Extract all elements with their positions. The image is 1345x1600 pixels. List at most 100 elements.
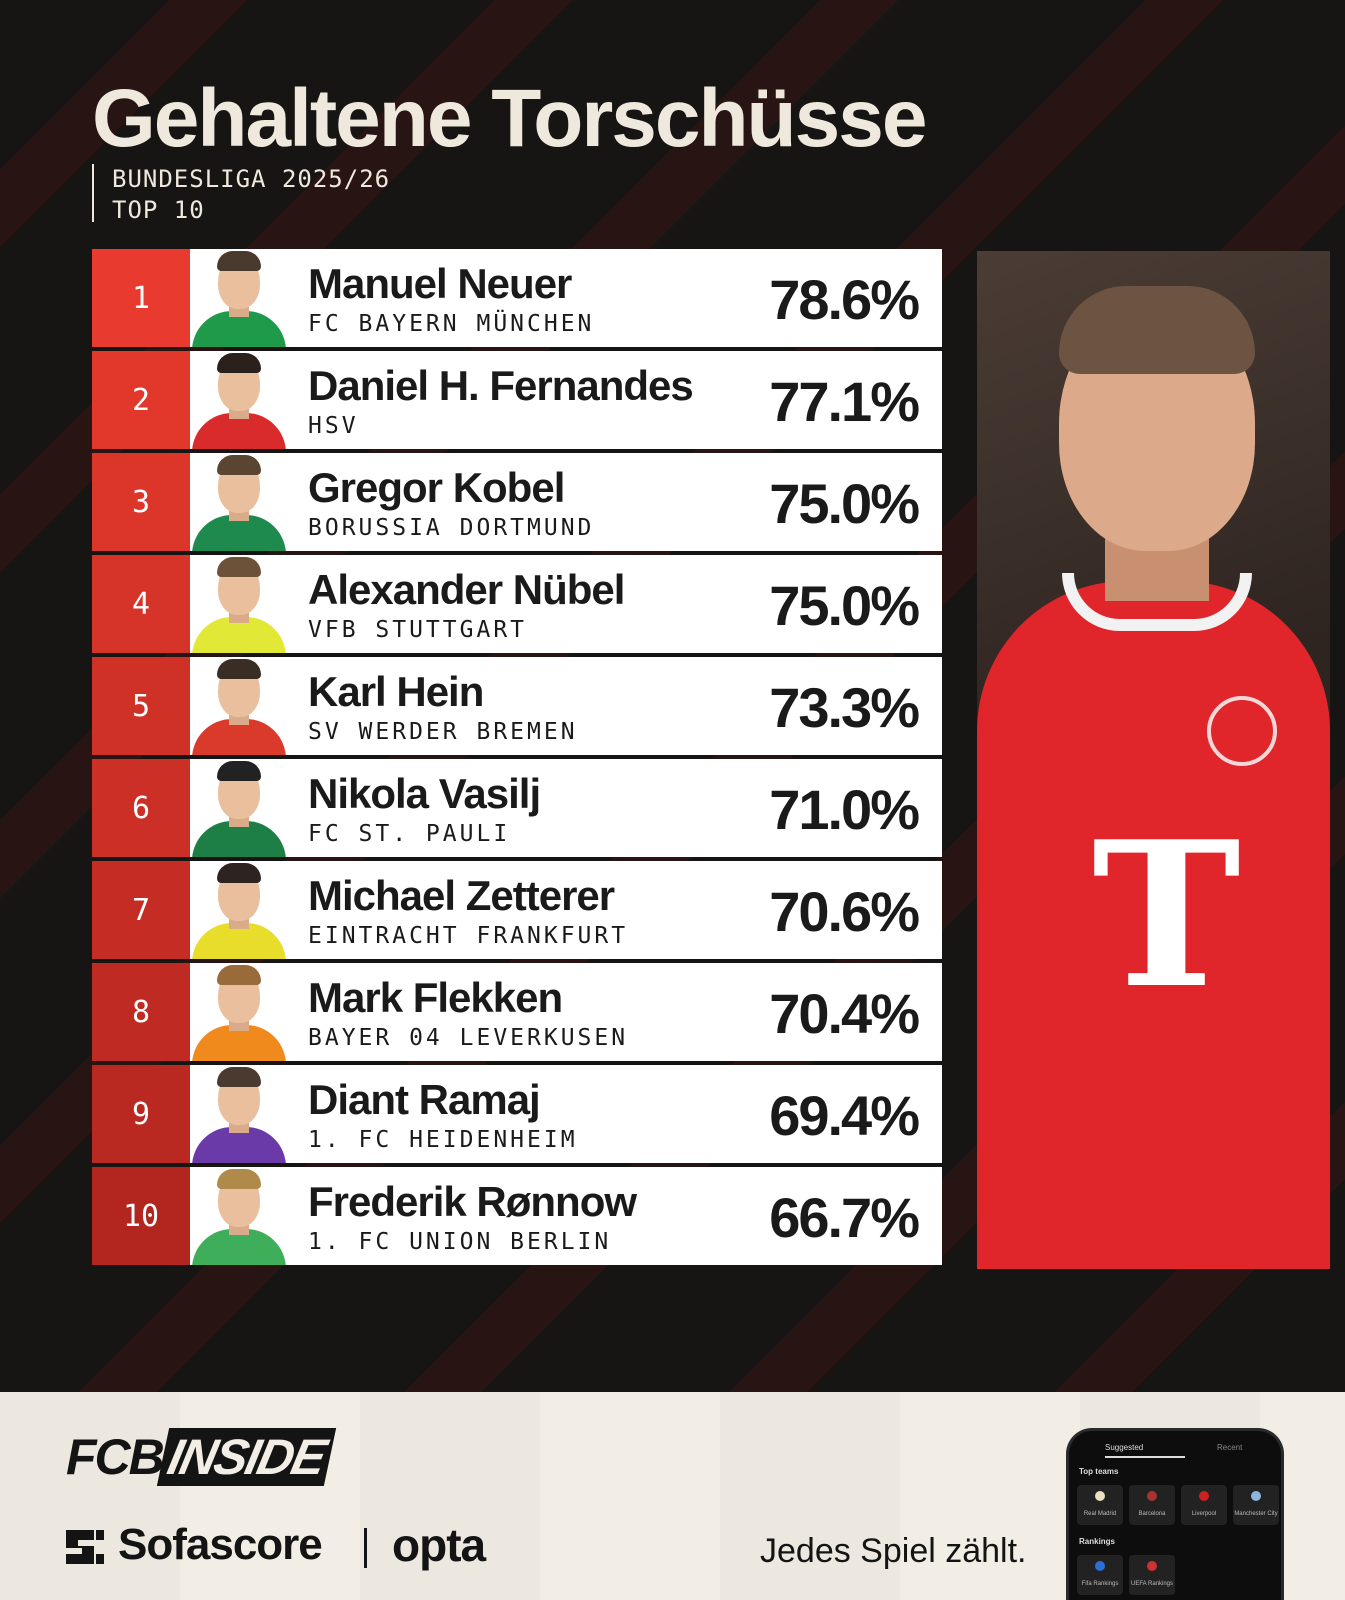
save-percentage: 75.0% xyxy=(769,472,920,535)
save-percentage: 69.4% xyxy=(769,1084,920,1147)
manchester-city-icon xyxy=(1251,1491,1261,1501)
subset-label: TOP 10 xyxy=(112,196,205,224)
rank-badge: 1 xyxy=(92,249,190,347)
player-hair xyxy=(217,557,261,577)
player-hair xyxy=(217,251,261,271)
player-hair xyxy=(217,863,261,883)
player-club: HSV xyxy=(308,413,359,439)
player-photo xyxy=(190,249,288,347)
phone-team-card: Real Madrid xyxy=(1077,1485,1123,1525)
ranking-list: 1 Manuel Neuer FC BAYERN MÜNCHEN 78.6% 2 … xyxy=(92,249,942,1269)
save-percentage: 75.0% xyxy=(769,574,920,637)
fcb-inside-logo: FCBINSIDE xyxy=(66,1428,336,1486)
phone-team-card: Manchester City xyxy=(1233,1485,1279,1525)
uefa-icon xyxy=(1147,1561,1157,1571)
save-percentage: 78.6% xyxy=(769,268,920,331)
player-photo xyxy=(190,453,288,551)
player-name: Gregor Kobel xyxy=(308,464,565,511)
player-hair-shape xyxy=(1059,286,1255,374)
ranking-row: 2 Daniel H. Fernandes HSV 77.1% xyxy=(92,351,942,449)
ranking-row: 9 Diant Ramaj 1. FC HEIDENHEIM 69.4% xyxy=(92,1065,942,1163)
phone-ranking-card: Fifa Rankings xyxy=(1077,1555,1123,1595)
rank-badge: 6 xyxy=(92,759,190,857)
player-name: Nikola Vasilj xyxy=(308,770,541,817)
real-madrid-icon xyxy=(1095,1491,1105,1501)
opta-logo-text: opta xyxy=(392,1519,486,1571)
player-hair xyxy=(217,1169,261,1189)
phone-mockup: Suggested Recent Top teams Real Madrid B… xyxy=(1066,1428,1284,1600)
jersey-collar xyxy=(1062,573,1252,631)
phone-section-rankings: Rankings xyxy=(1079,1537,1116,1546)
rank-badge: 8 xyxy=(92,963,190,1061)
ranking-row: 8 Mark Flekken BAYER 04 LEVERKUSEN 70.4% xyxy=(92,963,942,1061)
player-name: Diant Ramaj xyxy=(308,1076,541,1123)
sofascore-logo-text: Sofascore xyxy=(118,1520,323,1569)
player-hair xyxy=(217,353,261,373)
save-percentage: 66.7% xyxy=(769,1186,920,1249)
liverpool-icon xyxy=(1199,1491,1209,1501)
sofascore-icon xyxy=(66,1530,104,1564)
sponsor-logo-icon: T xyxy=(1092,798,1241,1033)
save-percentage: 70.4% xyxy=(769,982,920,1045)
player-hair xyxy=(217,1067,261,1087)
tagline: Jedes Spiel zählt. xyxy=(760,1532,1027,1570)
player-photo xyxy=(190,1065,288,1163)
player-photo xyxy=(190,1167,288,1265)
phone-section-top-teams: Top teams xyxy=(1079,1467,1119,1476)
barcelona-icon xyxy=(1147,1491,1157,1501)
save-percentage: 70.6% xyxy=(769,880,920,943)
player-hair xyxy=(217,761,261,781)
rank-badge: 5 xyxy=(92,657,190,755)
featured-player-image: T xyxy=(977,251,1330,1269)
save-percentage: 73.3% xyxy=(769,676,920,739)
player-club: BORUSSIA DORTMUND xyxy=(308,515,595,541)
subtitle-block: BUNDESLIGA 2025/26 TOP 10 xyxy=(92,164,391,224)
rank-badge: 4 xyxy=(92,555,190,653)
player-photo xyxy=(190,351,288,449)
fcb-logo-text: FCB xyxy=(66,1429,165,1485)
player-photo xyxy=(190,963,288,1061)
player-club: 1. FC UNION BERLIN xyxy=(308,1229,612,1255)
player-photo xyxy=(190,759,288,857)
save-percentage: 77.1% xyxy=(769,370,920,433)
player-hair xyxy=(217,965,261,985)
logo-divider xyxy=(364,1528,367,1568)
fifa-icon xyxy=(1095,1561,1105,1571)
ranking-row: 5 Karl Hein SV WERDER BREMEN 73.3% xyxy=(92,657,942,755)
phone-team-card: Liverpool xyxy=(1181,1485,1227,1525)
jersey-shape xyxy=(977,581,1330,1269)
player-photo xyxy=(190,861,288,959)
ranking-row: 1 Manuel Neuer FC BAYERN MÜNCHEN 78.6% xyxy=(92,249,942,347)
rank-badge: 9 xyxy=(92,1065,190,1163)
player-photo xyxy=(190,555,288,653)
player-club: SV WERDER BREMEN xyxy=(308,719,578,745)
player-club: FC ST. PAULI xyxy=(308,821,511,847)
player-club: 1. FC HEIDENHEIM xyxy=(308,1127,578,1153)
ranking-row: 4 Alexander Nübel VFB STUTTGART 75.0% xyxy=(92,555,942,653)
page-title: Gehaltene Torschüsse xyxy=(92,73,927,164)
player-name: Alexander Nübel xyxy=(308,566,625,613)
player-club: VFB STUTTGART xyxy=(308,617,528,643)
player-name: Manuel Neuer xyxy=(308,260,572,307)
save-percentage: 71.0% xyxy=(769,778,920,841)
player-name: Karl Hein xyxy=(308,668,484,715)
ranking-row: 3 Gregor Kobel BORUSSIA DORTMUND 75.0% xyxy=(92,453,942,551)
phone-tab-recent: Recent xyxy=(1217,1443,1243,1452)
player-name: Michael Zetterer xyxy=(308,872,615,919)
ranking-row: 10 Frederik Rønnow 1. FC UNION BERLIN 66.… xyxy=(92,1167,942,1265)
league-label: BUNDESLIGA 2025/26 xyxy=(112,165,391,193)
player-photo xyxy=(190,657,288,755)
phone-tab-suggested: Suggested xyxy=(1105,1443,1185,1458)
rank-badge: 10 xyxy=(92,1167,190,1265)
rank-badge: 3 xyxy=(92,453,190,551)
club-crest-icon xyxy=(1207,696,1277,766)
player-club: BAYER 04 LEVERKUSEN xyxy=(308,1025,629,1051)
phone-team-card: Barcelona xyxy=(1129,1485,1175,1525)
phone-ranking-card: UEFA Rankings xyxy=(1129,1555,1175,1595)
player-hair xyxy=(217,455,261,475)
inside-logo-text: INSIDE xyxy=(156,1428,336,1486)
player-hair xyxy=(217,659,261,679)
player-club: EINTRACHT FRANKFURT xyxy=(308,923,629,949)
player-name: Mark Flekken xyxy=(308,974,563,1021)
player-name: Daniel H. Fernandes xyxy=(308,362,694,409)
